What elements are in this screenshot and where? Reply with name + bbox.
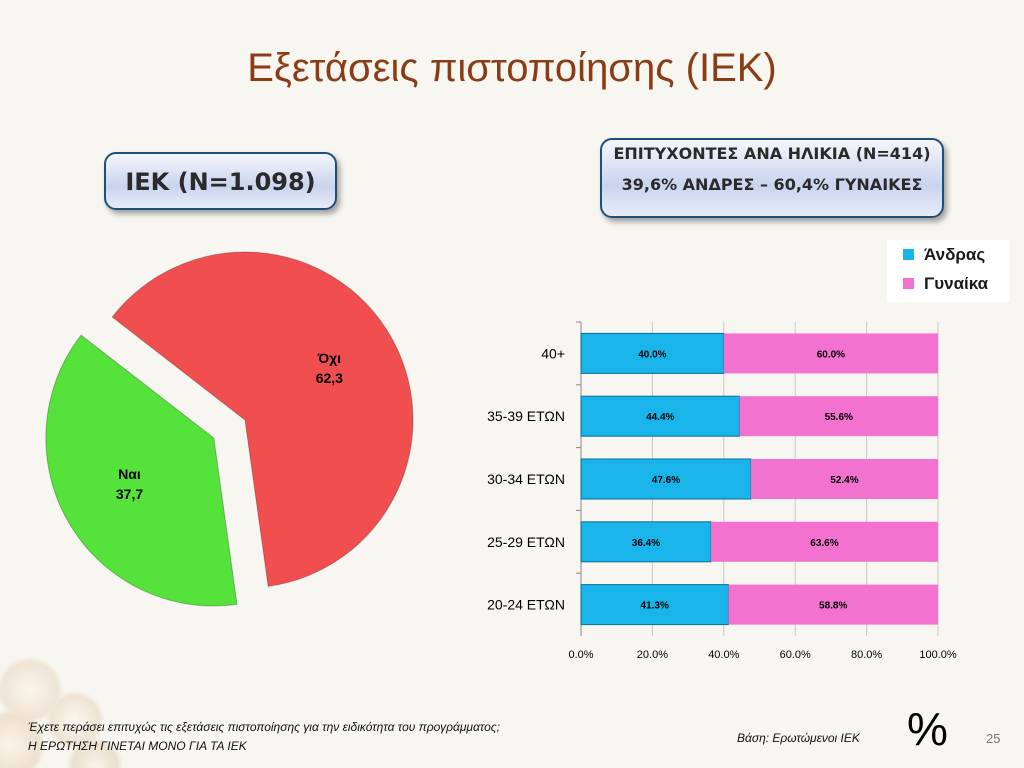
pie-label-1: Ναι	[118, 466, 141, 482]
base-note: Βάση: Ερωτώμενοι ΙΕΚ	[737, 731, 860, 745]
legend-label-female: Γυναίκα	[924, 273, 989, 293]
iek-sample-box: ΙΕΚ (Ν=1.098)	[104, 152, 337, 210]
bar-value-label: 55.6%	[825, 412, 853, 423]
age-box-line2: 39,6% ΑΝΔΡΕΣ – 60,4% ΓΥΝΑΙΚΕΣ	[621, 175, 923, 194]
bar-value-label: 63.6%	[810, 538, 838, 549]
legend: Άνδρας Γυναίκα	[887, 240, 1010, 302]
page-number: 25	[986, 731, 1001, 746]
pie-value-0: 62,3	[316, 370, 343, 386]
legend-swatch-female	[903, 278, 914, 289]
bar-value-label: 41.3%	[641, 601, 669, 612]
pie-label-0: Όχι	[317, 350, 342, 366]
category-label: 40+	[541, 345, 565, 361]
question-note: Η ΕΡΩΤΗΣΗ ΓΙΝΕΤΑΙ ΜΟΝΟ ΓΙΑ ΤΑ ΙΕΚ	[28, 739, 247, 753]
x-tick-label: 60.0%	[780, 649, 811, 661]
bar-male	[580, 521, 712, 563]
bar-value-label: 47.6%	[652, 475, 680, 486]
age-sample-box: ΕΠΙΤΥΧΟΝΤΕΣ ΑΝΑ ΗΛΙΚΙΑ (Ν=414) 39,6% ΑΝΔ…	[600, 138, 944, 218]
age-box-line1: ΕΠΙΤΥΧΟΝΤΕΣ ΑΝΑ ΗΛΙΚΙΑ (Ν=414)	[613, 144, 931, 163]
bar-male	[580, 584, 729, 626]
bar-male	[580, 395, 741, 437]
pie-slice-1	[45, 334, 238, 607]
category-label: 35-39 ΕΤΩΝ	[487, 408, 565, 424]
bar-female	[728, 584, 938, 625]
bar-value-label: 36.4%	[632, 538, 660, 549]
bar-female	[750, 459, 938, 499]
legend-item-female: Γυναίκα	[887, 269, 1010, 298]
bar-female	[739, 396, 938, 437]
bar-value-label: 44.4%	[646, 412, 674, 423]
category-label: 30-34 ΕΤΩΝ	[487, 471, 565, 487]
x-tick-label: 0.0%	[568, 649, 593, 661]
legend-swatch-male	[903, 249, 914, 260]
page-title: Εξετάσεις πιστοποίησης (ΙΕΚ)	[247, 46, 777, 90]
bar-value-label: 40.0%	[638, 349, 666, 360]
x-tick-label: 100.0%	[919, 649, 957, 661]
bar-male	[580, 332, 725, 374]
bar-value-label: 58.8%	[819, 601, 847, 612]
x-tick-label: 40.0%	[708, 649, 739, 661]
x-tick-label: 80.0%	[851, 649, 882, 661]
pie-slice-0	[111, 251, 414, 587]
x-tick-label: 20.0%	[637, 649, 668, 661]
bar-value-label: 60.0%	[817, 349, 845, 360]
legend-item-male: Άνδρας	[887, 240, 1010, 269]
footer-question: Έχετε περάσει επιτυχώς τις εξετάσεις πισ…	[28, 718, 500, 756]
category-label: 25-29 ΕΤΩΝ	[487, 534, 565, 550]
bar-male	[580, 458, 752, 500]
bar-female	[723, 333, 938, 374]
question-text: Έχετε περάσει επιτυχώς τις εξετάσεις πισ…	[28, 720, 500, 734]
legend-label-male: Άνδρας	[924, 244, 986, 264]
decorative-spheres	[0, 650, 130, 768]
category-label: 20-24 ΕΤΩΝ	[487, 597, 565, 613]
bar-value-label: 52.4%	[830, 475, 858, 486]
pie-value-1: 37,7	[116, 486, 143, 502]
percent-symbol: %	[907, 703, 948, 755]
bar-female	[710, 521, 938, 562]
